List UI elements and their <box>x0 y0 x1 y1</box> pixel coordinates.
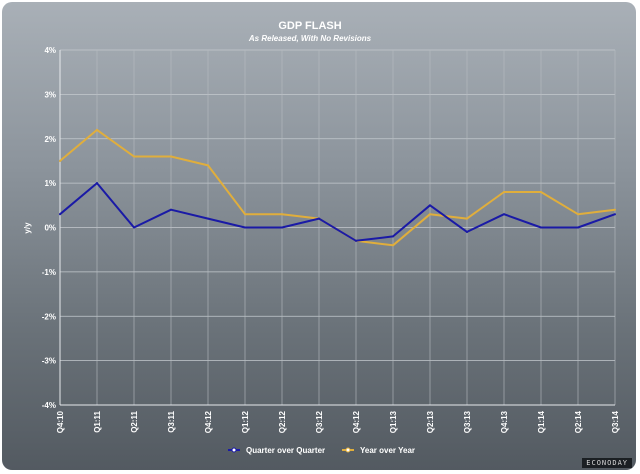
data-point-quarter-over-quarter <box>614 213 616 216</box>
data-point-year-over-year <box>244 213 246 216</box>
legend: Quarter over Quarter Year over Year <box>228 446 415 455</box>
data-point-year-over-year <box>540 191 542 193</box>
y-tick-label: 3% <box>44 90 56 99</box>
x-tick-label: Q2:11 <box>130 410 139 432</box>
x-tick-label: Q3:14 <box>611 410 620 433</box>
series-layer <box>59 128 616 247</box>
legend-label-year-over-year: Year over Year <box>360 446 415 455</box>
data-point-quarter-over-quarter <box>429 204 431 207</box>
chart-title: GDP FLASH <box>278 20 341 32</box>
series-line-year-over-year <box>59 128 616 247</box>
data-point-quarter-over-quarter <box>207 217 209 220</box>
data-point-quarter-over-quarter <box>577 226 579 229</box>
y-tick-label: 1% <box>44 179 56 188</box>
x-tick-label: Q4:10 <box>56 410 65 433</box>
y-tick-label: -2% <box>42 312 56 321</box>
data-point-year-over-year <box>466 217 468 220</box>
data-point-year-over-year <box>392 244 394 247</box>
data-point-quarter-over-quarter <box>540 226 542 229</box>
x-tick-label: Q1:11 <box>93 410 102 432</box>
axis-layer: 4% 3% 2% 1% 0% -1% -2% -3% -4%Q4:10 Q1:11 Q2:11 Q3:… <box>42 46 620 433</box>
y-tick-label: 2% <box>44 135 56 144</box>
data-point-year-over-year <box>429 213 431 216</box>
data-point-year-over-year <box>59 159 61 162</box>
x-tick-label: Q2:14 <box>574 410 583 433</box>
data-point-year-over-year <box>207 164 209 167</box>
data-point-year-over-year <box>170 155 172 158</box>
data-point-year-over-year <box>133 155 135 158</box>
data-point-quarter-over-quarter <box>170 208 172 211</box>
y-tick-label: -4% <box>42 401 56 410</box>
data-point-quarter-over-quarter <box>281 226 283 229</box>
y-tick-label: 4% <box>44 46 56 55</box>
x-tick-label: Q4:13 <box>500 410 509 433</box>
legend-marker-quarter-over-quarter <box>231 447 237 453</box>
x-tick-label: Q3:13 <box>463 410 472 433</box>
data-point-quarter-over-quarter <box>355 239 357 242</box>
legend-label-quarter-over-quarter: Quarter over Quarter <box>246 446 325 455</box>
legend-marker-year-over-year <box>345 447 351 453</box>
chart-frame: GDP FLASH As Released, With No Revisions… <box>2 2 636 470</box>
x-tick-label: Q3:12 <box>315 410 324 433</box>
data-point-quarter-over-quarter <box>133 226 135 229</box>
line-chart: GDP FLASH As Released, With No Revisions… <box>23 20 620 455</box>
econoday-logo: ECONODAY <box>582 458 632 468</box>
series-line-quarter-over-quarter <box>59 182 616 242</box>
x-tick-label: Q4:12 <box>352 410 361 433</box>
data-point-year-over-year <box>96 128 98 131</box>
x-tick-label: Q4:12 <box>204 410 213 433</box>
chart-subtitle: As Released, With No Revisions <box>248 34 372 43</box>
x-tick-label: Q1:13 <box>389 410 398 433</box>
x-tick-label: Q1:12 <box>241 410 250 433</box>
x-tick-label: Q1:14 <box>537 410 546 433</box>
y-tick-label: -1% <box>42 268 56 277</box>
data-point-year-over-year <box>503 191 505 193</box>
y-tick-label: 0% <box>44 224 56 233</box>
data-point-quarter-over-quarter <box>318 217 320 220</box>
data-point-year-over-year <box>281 213 283 216</box>
data-point-year-over-year <box>614 208 616 211</box>
data-point-quarter-over-quarter <box>59 213 61 216</box>
data-point-quarter-over-quarter <box>244 226 246 229</box>
y-axis-label: y/y <box>23 222 32 234</box>
y-tick-label: -3% <box>42 357 56 366</box>
data-point-quarter-over-quarter <box>96 182 98 185</box>
data-point-quarter-over-quarter <box>503 213 505 216</box>
data-point-year-over-year <box>577 213 579 216</box>
x-tick-label: Q3:11 <box>167 410 176 432</box>
grid-layer <box>59 49 616 406</box>
x-tick-label: Q2:12 <box>278 410 287 433</box>
x-tick-label: Q2:13 <box>426 410 435 433</box>
data-point-quarter-over-quarter <box>392 235 394 238</box>
data-point-quarter-over-quarter <box>466 230 468 233</box>
